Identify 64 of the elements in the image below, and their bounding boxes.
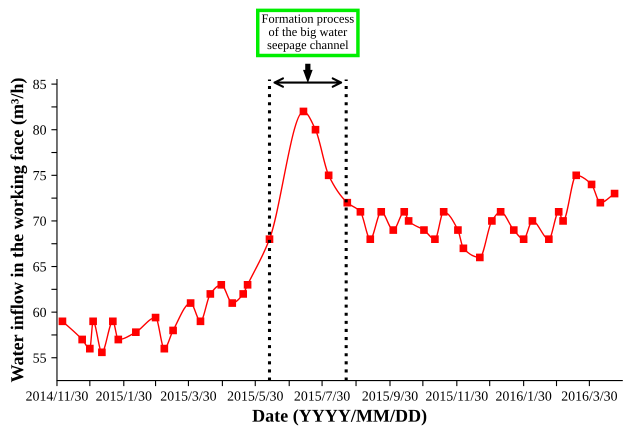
point — [554, 208, 563, 216]
point — [196, 317, 204, 326]
point — [169, 326, 177, 334]
x-tick-label: 2015/1/30 — [96, 391, 152, 401]
point — [114, 336, 122, 344]
point — [244, 280, 252, 289]
point — [431, 235, 439, 243]
point — [610, 190, 618, 198]
x-axis-title: Date (YYYY/MM/DD) — [252, 409, 426, 426]
point — [377, 208, 386, 216]
point — [588, 180, 596, 188]
point — [132, 328, 140, 336]
point — [528, 217, 536, 225]
point — [400, 208, 408, 216]
point — [300, 108, 308, 116]
point — [217, 280, 226, 289]
y-tick-label: 65 — [33, 262, 46, 272]
x-tick-label: 2015/3/30 — [160, 391, 216, 401]
x-tick-label: 2015/7/30 — [294, 391, 350, 401]
point — [239, 290, 248, 298]
y-axis-title: Water inflow in the working face (m³/h) — [10, 78, 28, 382]
point — [596, 198, 604, 207]
x-tick-label: 2015/9/30 — [362, 391, 418, 401]
y-tick-label: 55 — [33, 353, 46, 363]
point — [559, 217, 567, 225]
point — [78, 336, 86, 344]
point — [420, 226, 428, 234]
x-tick-label: 2016/3/30 — [562, 391, 618, 401]
point — [520, 235, 528, 243]
point — [356, 208, 364, 216]
x-tick-label: 2015/11/30 — [426, 391, 488, 401]
point — [109, 317, 117, 326]
x-tick-label: 2016/1/30 — [496, 391, 552, 401]
point — [58, 317, 66, 326]
point — [460, 244, 468, 252]
point — [389, 226, 398, 234]
point — [366, 235, 374, 243]
point — [86, 344, 94, 352]
point — [496, 208, 504, 216]
text: Formation process of the big water seepage channel — [262, 14, 354, 52]
point — [206, 290, 214, 298]
y-tick-label: 75 — [34, 171, 46, 180]
point — [89, 317, 97, 326]
y-tick-label: 60 — [33, 308, 46, 318]
point — [152, 314, 160, 322]
point — [160, 344, 168, 352]
y-tick-label: 85 — [33, 80, 46, 90]
point — [186, 299, 194, 307]
x-tick-label: 2015/5/30 — [228, 391, 283, 401]
point — [545, 235, 553, 243]
point — [476, 254, 484, 262]
point — [98, 348, 106, 356]
y-tick-label: 70 — [34, 216, 46, 226]
point — [572, 172, 580, 180]
point — [454, 226, 462, 234]
point — [488, 217, 496, 225]
y-tick-label: 80 — [33, 125, 46, 135]
point — [404, 217, 412, 225]
point — [510, 226, 518, 234]
x-tick-label: 2014/11/30 — [26, 391, 88, 401]
point — [324, 172, 332, 180]
point — [312, 126, 320, 134]
point — [440, 208, 448, 216]
point — [228, 299, 236, 307]
